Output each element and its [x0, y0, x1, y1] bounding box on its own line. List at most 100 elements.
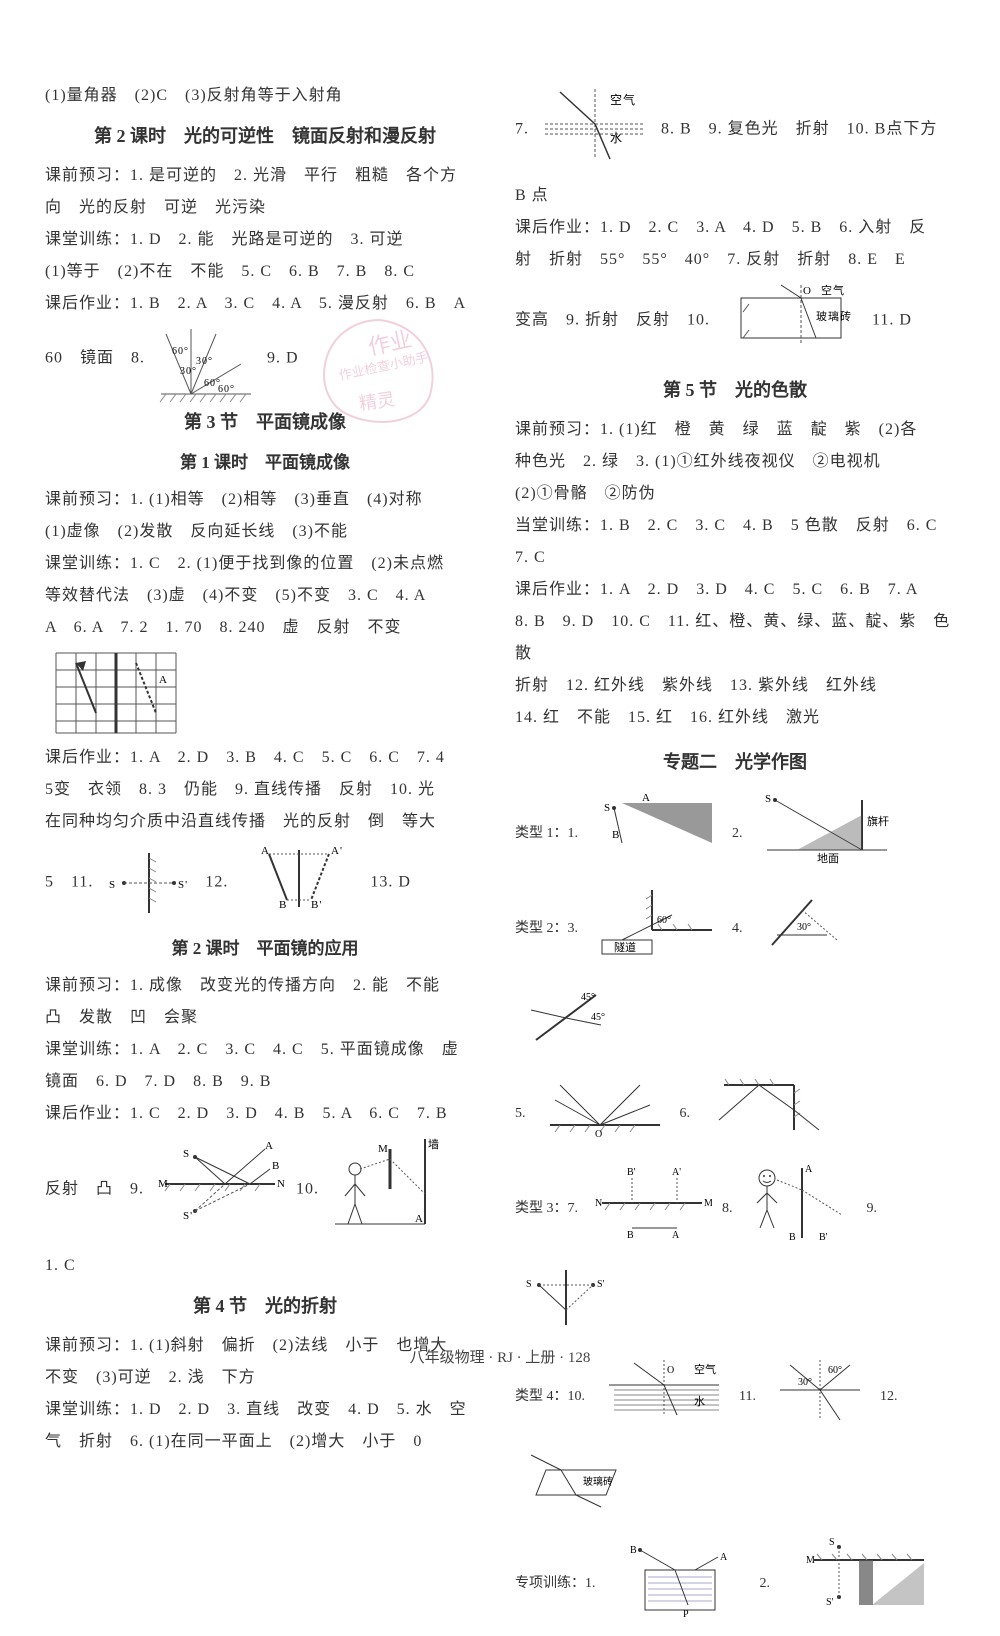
text-line: 课前预习：1. 是可逆的 2. 光滑 平行 粗糙 各个方 — [45, 160, 485, 192]
figure-row-type2b: 5. O 6. — [515, 1071, 955, 1156]
text-line: 课后作业：1. C 2. D 3. D 4. B 5. A 6. C 7. B — [45, 1098, 485, 1130]
svg-text:A: A — [261, 845, 270, 857]
text-line: 气 折射 6. (1)在同一平面上 (2)增大 小于 0 — [45, 1426, 485, 1458]
wall-mirror-diagram-10: 墙 M A — [330, 1134, 440, 1246]
text-line: 凸 发散 凹 会聚 — [45, 1002, 485, 1034]
fig-num: 9. — [867, 1201, 878, 1216]
text-line: 14. 红 不能 15. 红 16. 红外线 激光 — [515, 702, 955, 734]
text-line: (1)量角器 (2)C (3)反射角等于入射角 — [45, 80, 485, 112]
mirror-grid-diagram: A — [51, 648, 181, 738]
page-footer: 八年级物理 · RJ · 上册 · 128 — [45, 1346, 955, 1367]
figure-row-type4: 类型 4：10. O空气 水 11. — [515, 1351, 955, 1531]
text-span: 60 镜面 8. — [45, 350, 145, 367]
svg-text:N: N — [277, 1178, 285, 1190]
svg-text:O: O — [595, 1129, 602, 1140]
optics-fig-6 — [704, 1075, 834, 1152]
text-line: 课堂训练：1. A 2. C 3. C 4. C 5. 平面镜成像 虚 — [45, 1034, 485, 1066]
text-line: 5变 衣领 8. 3 仍能 9. 直线传播 反射 10. 光 — [45, 774, 485, 806]
text-line: 7. C — [515, 542, 955, 574]
section-title: 第 4 节 光的折射 — [45, 1288, 485, 1324]
text-span: 变高 9. 折射 反射 10. — [515, 312, 710, 329]
section-title: 第 5 节 光的色散 — [515, 372, 955, 408]
text-line: 课堂训练：1. D 2. 能 光路是可逆的 3. 可逆 — [45, 224, 485, 256]
fig-num: 5. — [515, 1106, 526, 1121]
type-label: 类型 2：3. — [515, 921, 578, 936]
svg-text:B: B — [627, 1230, 634, 1241]
optics-fig-2: S 旗杆 地面 — [757, 790, 897, 877]
text-line: 种色光 2. 绿 3. (1)①红外线夜视仪 ②电视机 — [515, 446, 955, 478]
svg-text:水: 水 — [610, 131, 623, 145]
text-line: 在同种均匀介质中沿直线传播 光的反射 倒 等大 — [45, 806, 485, 838]
svg-text:M: M — [158, 1178, 169, 1190]
text-span: 反射 凸 9. — [45, 1181, 144, 1198]
svg-text:45°: 45° — [581, 992, 595, 1003]
sub-title: 第 2 课时 平面镜的应用 — [45, 932, 485, 966]
svg-text:B: B — [630, 1545, 637, 1556]
text-line: 8. B 9. D 10. C 11. 红、橙、黄、绿、蓝、靛、紫 色散 — [515, 606, 955, 670]
svg-text:B': B' — [311, 899, 322, 911]
text-line: 反射 凸 9. MN S AB S' 10. — [45, 1130, 485, 1250]
svg-text:30°: 30° — [196, 356, 213, 367]
text-span: 7. — [515, 121, 529, 138]
svg-text:60°: 60° — [657, 915, 671, 926]
fig-num: 8. — [722, 1201, 733, 1216]
svg-text:M: M — [806, 1555, 815, 1566]
text-line: 7. 空气 水 8. B 9. 复色光 折射 10. B点下方 B 点 — [515, 80, 955, 212]
text-line: 课前预习：1. 成像 改变光的传播方向 2. 能 不能 — [45, 970, 485, 1002]
svg-text:A: A — [720, 1552, 728, 1563]
svg-text:S': S' — [826, 1597, 834, 1608]
optics-fig-s2: M S S' — [784, 1535, 934, 1632]
text-line: 课前预习：1. (1)红 橙 黄 绿 蓝 靛 紫 (2)各 — [515, 414, 955, 446]
optics-fig-9: S S' — [521, 1265, 616, 1347]
svg-text:S: S — [183, 1148, 190, 1160]
svg-text:60°: 60° — [218, 384, 235, 395]
svg-text:B: B — [789, 1232, 796, 1243]
svg-text:B': B' — [819, 1232, 828, 1243]
text-line: 1. C — [45, 1250, 485, 1282]
svg-text:玻璃砖: 玻璃砖 — [816, 309, 852, 323]
text-span: 10. — [296, 1181, 319, 1198]
svg-text:B: B — [612, 829, 619, 841]
svg-text:S': S' — [178, 879, 188, 891]
svg-text:水: 水 — [694, 1395, 705, 1408]
optics-fig-1: S A B — [592, 793, 722, 875]
fig-num: 11. — [739, 1389, 756, 1404]
svg-text:N: N — [595, 1198, 602, 1209]
fig-num: 4. — [732, 921, 743, 936]
text-span: 12. — [205, 874, 228, 891]
refraction-diagram-7: 空气 水 — [540, 84, 650, 176]
content-columns: (1)量角器 (2)C (3)反射角等于入射角 第 2 课时 光的可逆性 镜面反… — [45, 80, 955, 1636]
fig-num: 6. — [680, 1106, 691, 1121]
optics-fig-7: NM B'A' BA — [592, 1163, 712, 1255]
svg-text:玻璃砖: 玻璃砖 — [583, 1475, 613, 1488]
optics-fig-5: O — [540, 1075, 670, 1152]
text-line: 课后作业：1. A 2. D 3. B 4. C 5. C 6. C 7. 4 — [45, 742, 485, 774]
figure-row-type2: 类型 2：3. 60° 隧道 4. 30° — [515, 881, 955, 1071]
svg-text:S: S — [604, 802, 610, 814]
fig-num: 2. — [760, 1576, 771, 1591]
optics-fig-45deg: 45°45° — [521, 980, 616, 1067]
right-column: 7. 空气 水 8. B 9. 复色光 折射 10. B点下方 B 点 课后作业… — [515, 80, 955, 1636]
text-span: 9. D — [267, 350, 299, 367]
text-line: 变高 9. 折射 反射 10. O 空气 玻璃砖 11. D — [515, 276, 955, 366]
text-line: 课后作业：1. B 2. A 3. C 4. A 5. 漫反射 6. B A — [45, 288, 485, 320]
svg-text:A: A — [805, 1164, 813, 1175]
text-span: 5 11. — [45, 874, 93, 891]
text-span: 11. D — [872, 312, 912, 329]
optics-fig-12: 玻璃砖 — [521, 1445, 631, 1527]
svg-text:A': A' — [331, 845, 343, 857]
svg-text:S': S' — [183, 1210, 193, 1222]
svg-text:A': A' — [672, 1167, 681, 1178]
text-line: 射 折射 55° 55° 40° 7. 反射 折射 8. E E — [515, 244, 955, 276]
figure-row-special: 专项训练：1. B A P 2. — [515, 1531, 955, 1636]
optics-fig-3: 60° 隧道 — [592, 885, 722, 972]
text-line: 5 11. S S' 12. A A' — [45, 838, 485, 928]
optics-fig-4: 30° — [757, 885, 852, 972]
text-line: 向 光的反射 可逆 光污染 — [45, 192, 485, 224]
type-label: 专项训练：1. — [515, 1576, 596, 1591]
text-span: 13. D — [370, 874, 411, 891]
mirror-point-diagram-11: S S' — [104, 848, 194, 918]
svg-text:30°: 30° — [797, 922, 811, 933]
svg-text:空气: 空气 — [821, 283, 845, 297]
text-line: (2)①骨骼 ②防伪 — [515, 478, 955, 510]
